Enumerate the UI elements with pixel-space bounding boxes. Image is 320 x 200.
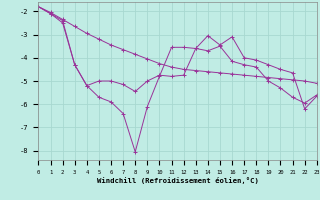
X-axis label: Windchill (Refroidissement éolien,°C): Windchill (Refroidissement éolien,°C)	[97, 178, 259, 184]
